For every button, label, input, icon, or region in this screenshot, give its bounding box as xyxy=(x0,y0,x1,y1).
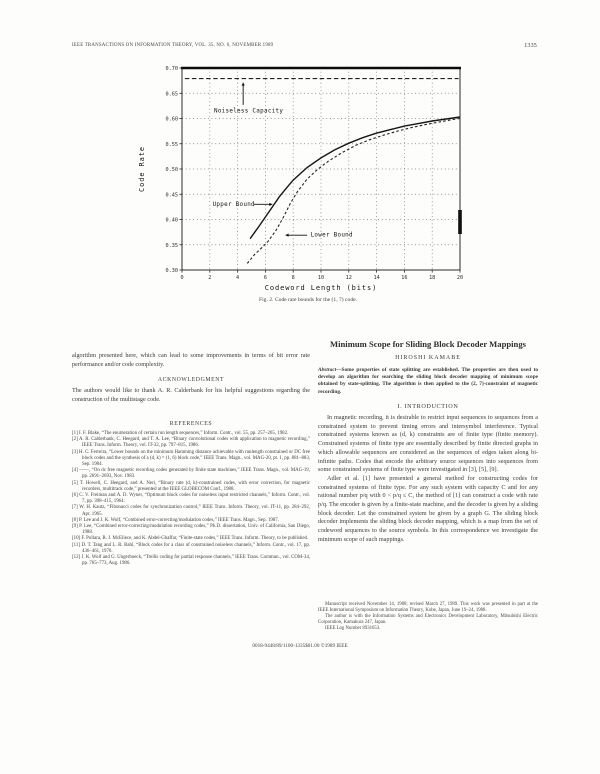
journal-header-text: IEEE TRANSACTIONS ON INFORMATION THEORY,… xyxy=(72,43,274,48)
svg-text:0.55: 0.55 xyxy=(166,142,179,148)
abstract-label: Abstract xyxy=(318,367,337,373)
reference-item: [8] P. Lee and J. K. Wolf, “Combined err… xyxy=(72,517,279,523)
intro-paragraph-1: In magnetic recording, it is desirable t… xyxy=(318,414,538,474)
svg-text:8: 8 xyxy=(292,275,295,281)
svg-text:0.70: 0.70 xyxy=(166,66,179,72)
svg-text:0.30: 0.30 xyxy=(166,268,179,274)
reference-item: [11] D. T. Tang and L. R. Bahl, “Block c… xyxy=(72,542,310,554)
svg-text:Codeword Length (bits): Codeword Length (bits) xyxy=(265,284,378,292)
article-title: Minimum Scope for Sliding Block Decoder … xyxy=(330,339,526,349)
svg-text:0.60: 0.60 xyxy=(166,117,179,123)
svg-text:0.45: 0.45 xyxy=(166,192,179,198)
reference-list: [1] I. F. Blake, “The enumeration of cer… xyxy=(72,431,310,567)
svg-text:Noiseless Capacity: Noiseless Capacity xyxy=(214,108,283,114)
footnote-line: The author is with the Information Syste… xyxy=(318,614,538,626)
footnote-line: IEEE Log Number 8931653. xyxy=(325,626,381,632)
svg-text:10: 10 xyxy=(318,275,324,281)
abstract: Abstract—Some properties of state splitt… xyxy=(318,367,538,396)
figure: 0 2 4 6 8 10 12 14 16 18 20 0.30 0.35 0.40 0.45 0.50 0.5… xyxy=(128,58,488,303)
reference-item: [10] F. Pollara, R. J. McEliece, and K. … xyxy=(72,536,309,542)
svg-text:20: 20 xyxy=(457,275,463,281)
copyright-line: 0018-9448/89/1100-1335$01.00 ©1989 IEEE xyxy=(252,643,348,649)
footnote-block: Manuscript received November 14, 1988; r… xyxy=(318,602,538,632)
svg-text:Code Rate: Code Rate xyxy=(138,146,146,192)
reference-item: [5] T. Howell, C. Heegard, and A. Neri, … xyxy=(72,480,310,492)
svg-text:Lower Bound: Lower Bound xyxy=(311,233,353,239)
intro-paragraph-2: Adler et al. [1] have presented a genera… xyxy=(318,474,538,543)
reference-item: [12] J. K. Wolf and G. Ungerboeck, “Trel… xyxy=(72,555,310,567)
reference-item: [9] P. Lee, “Combined error-correcting/m… xyxy=(72,524,310,536)
reference-item: [1] I. F. Blake, “The enumeration of cer… xyxy=(72,431,289,436)
chart-canvas: 0 2 4 6 8 10 12 14 16 18 20 0.30 0.35 0.40 0.45 0.50 0.5… xyxy=(138,66,463,292)
svg-text:0: 0 xyxy=(180,275,183,281)
reference-item: [4] ——, “On dc free magnetic recording c… xyxy=(72,468,310,480)
page-number: 1335 xyxy=(524,43,537,49)
svg-text:14: 14 xyxy=(373,275,379,281)
svg-text:0.65: 0.65 xyxy=(166,91,179,97)
svg-text:18: 18 xyxy=(429,275,435,281)
svg-text:0.50: 0.50 xyxy=(166,167,179,173)
section-heading: I. INTRODUCTION xyxy=(397,403,459,410)
svg-text:0.35: 0.35 xyxy=(166,243,179,249)
svg-text:4: 4 xyxy=(236,275,239,281)
svg-text:Upper Bound: Upper Bound xyxy=(213,202,255,208)
references-heading: REFERENCES xyxy=(169,421,213,427)
svg-text:16: 16 xyxy=(401,275,407,281)
page-header: IEEE TRANSACTIONS ON INFORMATION THEORY,… xyxy=(72,43,537,49)
svg-text:0.40: 0.40 xyxy=(166,218,179,224)
continuation-paragraph: algorithm presented here, which can lead… xyxy=(72,352,310,368)
reference-item: [7] W. H. Kautz, “Fibonacci codes for sy… xyxy=(72,505,310,517)
footnote-line: Manuscript received November 14, 1988; r… xyxy=(318,602,538,614)
article-author: HIROSHI KAMABE xyxy=(395,355,461,361)
introduction-text: In magnetic recording, it is desirable t… xyxy=(318,414,538,545)
acknowledgment-text: The authors would like to thank A. R. Ca… xyxy=(72,387,310,403)
abstract-text: —Some properties of state splitting are … xyxy=(318,367,538,395)
reference-item: [6] C. V. Freiman and A. D. Wyner, “Opti… xyxy=(72,493,310,505)
svg-text:12: 12 xyxy=(346,275,352,281)
svg-text:6: 6 xyxy=(264,275,267,281)
reference-item: [2] A. R. Calderbank, C. Heegard, and T.… xyxy=(72,437,310,449)
svg-text:2: 2 xyxy=(208,275,211,281)
acknowledgment-heading: ACKNOWLEDGMENT xyxy=(157,377,225,383)
figure-caption: Fig. 2. Code rate bounds for the (1, 7) … xyxy=(258,297,358,303)
reference-item: [3] H. C. Ferreira, “Lower bounds on the… xyxy=(72,449,310,468)
